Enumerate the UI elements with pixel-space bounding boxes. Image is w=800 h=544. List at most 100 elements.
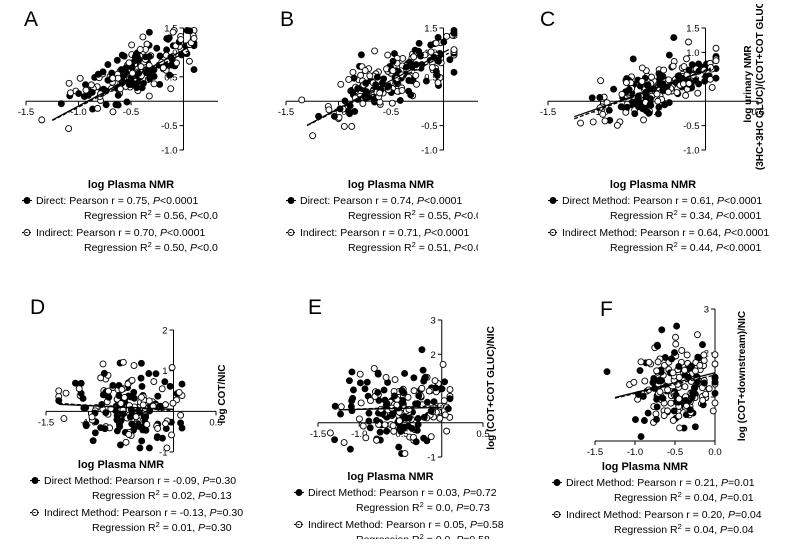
data-point-indirect: [136, 45, 144, 53]
data-point-indirect: [443, 32, 451, 40]
data-point-direct: [419, 366, 427, 374]
data-point-direct: [596, 93, 604, 101]
data-point-indirect: [340, 123, 348, 130]
data-point-direct: [668, 355, 676, 363]
data-point-direct: [413, 426, 421, 434]
data-point-indirect: [431, 377, 439, 385]
data-point-direct: [647, 95, 654, 103]
data-point-indirect: [87, 81, 95, 89]
data-point-direct: [434, 33, 442, 41]
data-point-indirect: [664, 88, 672, 96]
data-point-indirect: [396, 417, 403, 425]
data-point-direct: [658, 326, 666, 334]
data-point-direct: [712, 74, 720, 82]
data-point-direct: [163, 35, 171, 43]
data-point-direct: [145, 444, 153, 452]
data-point-indirect: [357, 71, 365, 79]
x-tick-label: -1.5: [540, 107, 556, 118]
data-point-direct: [145, 370, 153, 377]
y-tick-label: -1: [159, 448, 167, 459]
data-point-indirect: [125, 430, 133, 438]
data-point-direct: [136, 408, 143, 416]
data-point-indirect: [168, 364, 176, 371]
y-tick-label: -1.0: [421, 146, 437, 157]
data-point-indirect: [158, 385, 166, 393]
y-tick-label: 3: [704, 305, 709, 316]
data-point-direct: [412, 438, 420, 446]
data-point-direct: [363, 378, 371, 386]
data-point-direct: [636, 367, 644, 374]
data-point-indirect: [645, 358, 653, 366]
y-tick-label: 1.5: [164, 24, 177, 35]
panel-letter: A: [24, 8, 38, 31]
data-point-indirect: [425, 387, 433, 395]
data-point-indirect: [65, 125, 73, 133]
y-tick-label: 0.5: [424, 72, 437, 83]
data-point-direct: [356, 379, 364, 387]
data-point-direct: [373, 416, 381, 424]
data-point-indirect: [132, 413, 140, 421]
data-point-direct: [347, 403, 355, 410]
data-point-indirect: [150, 378, 158, 386]
regression-line-indirect: [51, 50, 190, 122]
data-point-indirect: [434, 79, 442, 87]
data-point-direct: [682, 397, 690, 404]
data-point-direct: [414, 421, 422, 429]
data-point-indirect: [94, 104, 102, 112]
data-point-direct: [674, 72, 682, 80]
data-point-indirect: [345, 76, 353, 83]
data-point-direct: [686, 406, 694, 414]
data-point-indirect: [139, 401, 147, 409]
data-point-direct: [446, 56, 454, 64]
data-point-indirect: [128, 41, 136, 49]
data-point-indirect: [163, 444, 171, 452]
data-point-direct: [372, 81, 380, 89]
x-tick-label: -0.5: [645, 107, 661, 118]
data-point-indirect: [190, 34, 198, 42]
data-point-indirect: [682, 92, 690, 99]
data-point-indirect: [122, 438, 130, 446]
data-point-direct: [82, 420, 90, 428]
data-point-direct: [418, 346, 426, 354]
data-point-direct: [643, 81, 651, 89]
data-point-indirect: [711, 360, 719, 368]
data-point-direct: [402, 63, 410, 71]
data-point-indirect: [116, 85, 124, 93]
data-point-indirect: [705, 385, 713, 393]
data-point-direct: [113, 56, 121, 64]
data-point-indirect: [145, 397, 153, 405]
data-point-indirect: [361, 67, 369, 75]
x-tick-label: -0.5: [123, 107, 139, 118]
data-points: [38, 26, 198, 133]
data-point-direct: [446, 395, 454, 403]
data-point-direct: [55, 397, 63, 405]
regression-stat: Regression R2 = 0.01, P=0.30: [92, 520, 232, 534]
data-point-direct: [617, 103, 625, 111]
data-point-indirect: [109, 74, 117, 82]
pearson-stat: Direct Method: Pearson r = 0.03, P=0.72: [308, 487, 497, 499]
data-point-indirect: [373, 436, 381, 444]
data-point-direct: [82, 81, 89, 89]
data-point-direct: [366, 424, 374, 432]
data-point-direct: [632, 416, 639, 424]
data-point-indirect: [443, 427, 451, 435]
data-points: [298, 26, 458, 140]
data-point-direct: [156, 52, 164, 60]
data-point-direct: [190, 66, 198, 74]
data-point-indirect: [702, 390, 710, 398]
data-point-indirect: [656, 388, 664, 396]
x-axis-label: log Plasma NMR: [78, 459, 164, 471]
data-point-direct: [623, 103, 631, 111]
data-point-indirect: [440, 397, 448, 405]
y-tick-label: 2: [430, 350, 435, 361]
data-point-direct: [603, 368, 611, 376]
data-point-indirect: [137, 63, 145, 71]
data-point-direct: [362, 79, 370, 87]
data-point-indirect: [389, 67, 397, 75]
y-tick-label: 1.0: [164, 48, 177, 59]
data-point-direct: [365, 409, 373, 417]
pearson-stat: Direct Method: Pearson r = 0.21, P=0.01: [566, 477, 755, 489]
x-tick-label: -1.5: [310, 429, 326, 440]
